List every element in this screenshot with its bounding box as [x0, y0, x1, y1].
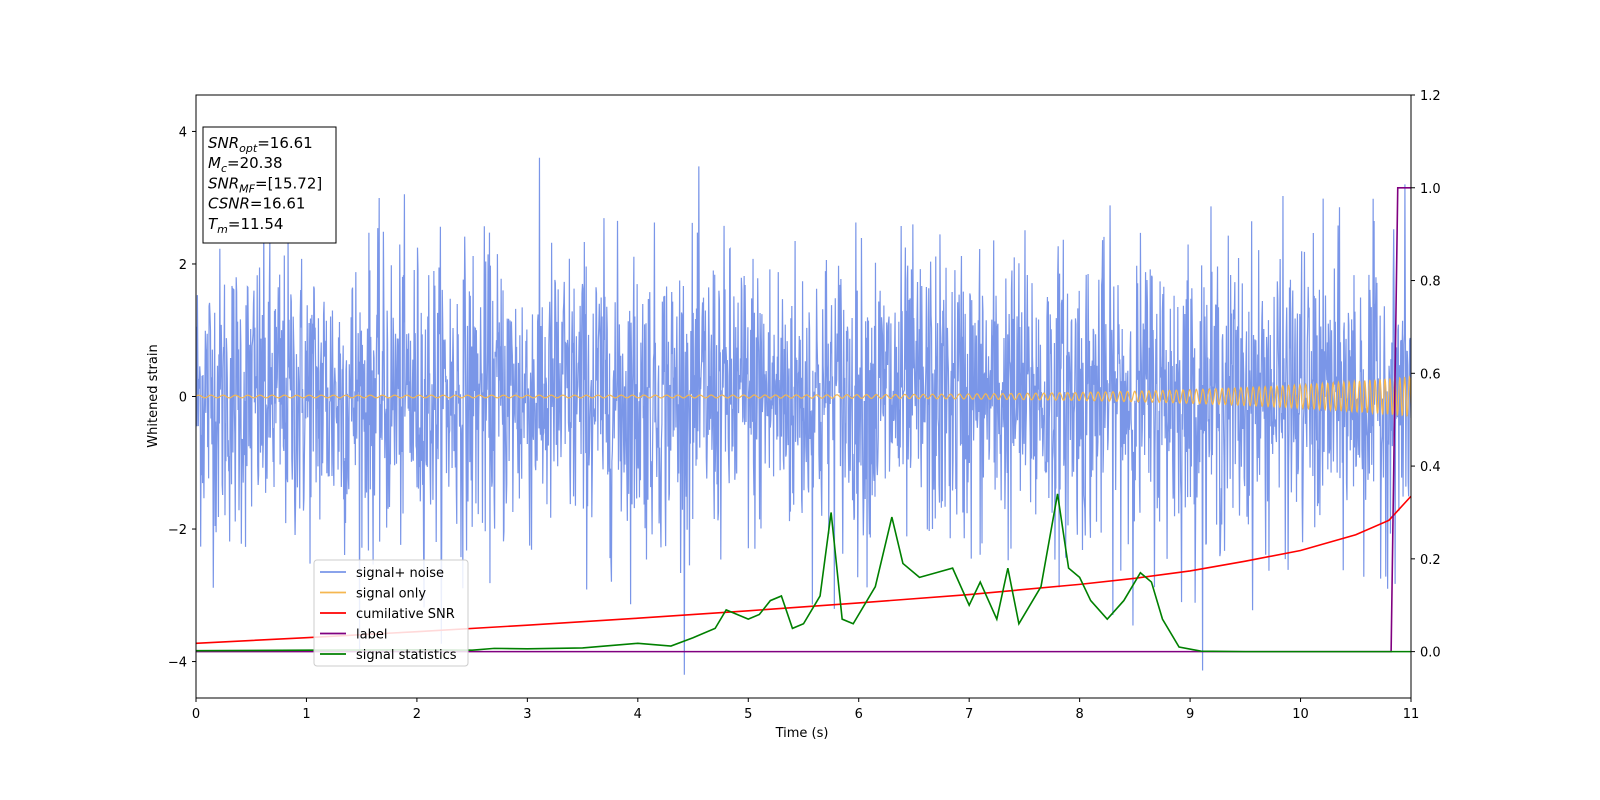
x-axis: 0 1 2 3 4 5 6 7 8 9 10 11: [192, 698, 1419, 722]
x-tick-label: 3: [523, 707, 531, 722]
x-tick-label: 10: [1292, 707, 1309, 722]
series-signal-noise: [196, 157, 1411, 675]
x-tick-label: 0: [192, 707, 200, 722]
annotation-line: CSNR=16.61: [208, 195, 305, 213]
annotation-line: Mc=20.38: [208, 154, 283, 175]
y-right-tick-label: 0.6: [1420, 367, 1441, 382]
y-axis-left: −4 −2 0 2 4: [168, 125, 196, 671]
annotation-base: M: [208, 154, 221, 172]
annotation-base: SNR: [208, 134, 239, 152]
annotation-base: T: [208, 215, 219, 233]
annotation-line: Tm=11.54: [208, 215, 283, 236]
y-right-tick-label: 0.0: [1420, 646, 1441, 661]
line-signal-only: [196, 374, 1411, 418]
annotation-sub: opt: [239, 142, 258, 155]
line-signal-noise: [196, 157, 1411, 675]
legend-entry: signal only: [356, 587, 426, 602]
annotation-sub: m: [217, 223, 228, 236]
y-axis-right: 0.0 0.2 0.4 0.6 0.8 1.0 1.2: [1411, 89, 1441, 661]
x-tick-label: 5: [744, 707, 752, 722]
x-tick-label: 1: [302, 707, 310, 722]
y-right-tick-label: 0.4: [1420, 460, 1441, 475]
x-tick-label: 2: [413, 707, 421, 722]
annotation-line: SNRMF=[15.72]: [208, 174, 322, 195]
annotation-sub: MF: [239, 182, 255, 195]
y-left-tick-label: 2: [179, 258, 187, 273]
x-tick-label: 7: [965, 707, 973, 722]
series-right-axis: [196, 186, 1411, 653]
y-left-tick-label: 4: [179, 125, 187, 140]
annotation-line: SNRopt=16.61: [208, 134, 313, 155]
y-left-tick-label: −4: [168, 656, 187, 671]
legend-entry: label: [356, 628, 387, 643]
annotation-frame: [202, 126, 337, 244]
x-tick-label: 4: [634, 707, 642, 722]
line-label: [196, 186, 1411, 653]
legend-entry: cumilative SNR: [356, 607, 455, 622]
x-tick-label: 9: [1186, 707, 1194, 722]
legend: signal+ noise signal only cumilative SNR la…: [313, 559, 469, 667]
y-right-tick-label: 1.2: [1420, 89, 1441, 104]
plot-area: [196, 157, 1411, 675]
annotation-value: =16.61: [250, 195, 306, 213]
annotation-value: =[15.72]: [255, 174, 322, 192]
legend-entry: signal statistics: [356, 648, 457, 663]
x-tick-label: 11: [1403, 707, 1420, 722]
annotation-box: SNRopt=16.61Mc=20.38SNRMF=[15.72]CSNR=16…: [202, 126, 337, 244]
legend-frame: [313, 559, 469, 667]
annotation-value: =11.54: [228, 215, 284, 233]
legend-entry: signal+ noise: [356, 566, 444, 581]
y-left-tick-label: 0: [179, 391, 187, 406]
y-right-tick-label: 0.8: [1420, 275, 1441, 290]
x-tick-label: 8: [1075, 707, 1083, 722]
x-axis-label: Time (s): [775, 726, 829, 741]
y-right-tick-label: 0.2: [1420, 553, 1441, 568]
y-axis-label: Whitened strain: [146, 344, 161, 447]
x-tick-label: 6: [855, 707, 863, 722]
annotation-value: =20.38: [227, 154, 283, 172]
annotation-base: CSNR: [208, 195, 250, 213]
line-cumulative-snr: [196, 495, 1411, 645]
annotation-base: SNR: [208, 174, 239, 192]
annotation-value: =16.61: [257, 134, 313, 152]
line-signal-statistics: [196, 493, 1411, 653]
annotation-sub: c: [221, 162, 227, 175]
y-left-tick-label: −2: [168, 523, 187, 538]
y-right-tick-label: 1.0: [1420, 182, 1441, 197]
series-signal-only: [196, 374, 1411, 418]
